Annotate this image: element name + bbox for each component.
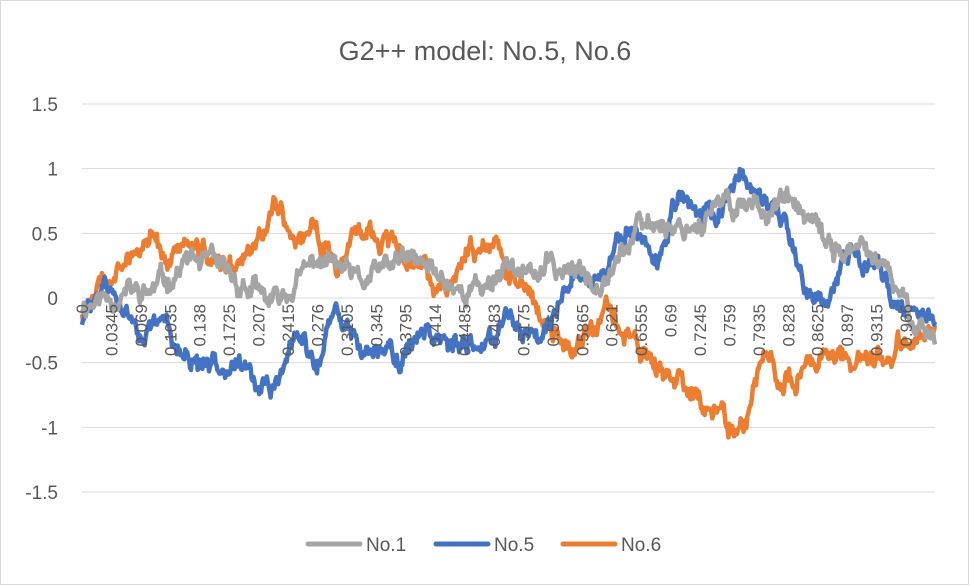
x-tick-label: 0 (73, 304, 92, 313)
y-tick-label: 0 (47, 289, 58, 310)
x-tick-label: 0.1035 (161, 304, 180, 356)
x-tick-label: 0.3795 (397, 304, 416, 356)
legend: No.1 No.5 No.6 (305, 535, 661, 556)
x-tick-label: 0.7245 (691, 304, 710, 356)
x-tick-label: 0.414 (426, 304, 445, 347)
x-tick-label: 0.9315 (868, 304, 887, 356)
x-tick-label: 0.8625 (809, 304, 828, 356)
series-line-no5 (79, 166, 938, 400)
x-tick-label: 0.69 (662, 304, 681, 337)
x-tick-label: 0.138 (191, 304, 210, 347)
x-tick-label: 0.897 (838, 304, 857, 347)
y-axis-ticks: 1.5 1 0.5 0 -0.5 -1 -1.5 (25, 95, 58, 504)
x-tick-label: 0.345 (367, 304, 386, 347)
y-tick-label: 0.5 (32, 224, 58, 245)
y-tick-label: -1.5 (25, 483, 58, 504)
x-tick-label: 0.207 (250, 304, 269, 347)
x-tick-label: 0.966 (897, 304, 916, 347)
x-tick-label: 0.276 (308, 304, 327, 347)
x-tick-label: 0.4485 (456, 304, 475, 356)
x-tick-label: 0.7935 (750, 304, 769, 356)
chart-title: G2++ model: No.5, No.6 (339, 36, 632, 66)
x-tick-label: 0.0345 (102, 304, 121, 356)
series-lines (79, 166, 938, 440)
x-tick-label: 0.828 (779, 304, 798, 347)
series-line-no1 (79, 185, 938, 345)
x-axis-ticks: 0 0.0345 0.069 0.1035 0.138 0.1725 0.207 0.2415… (73, 304, 916, 356)
x-tick-label: 0.069 (132, 304, 151, 347)
x-tick-label: 0.621 (603, 304, 622, 347)
legend-label: No.1 (366, 535, 406, 556)
x-tick-label: 0.3105 (338, 304, 357, 356)
x-tick-label: 0.6555 (632, 304, 651, 356)
x-tick-label: 0.759 (720, 304, 739, 347)
x-tick-label: 0.2415 (279, 304, 298, 356)
legend-label: No.6 (621, 535, 661, 556)
y-tick-label: 1 (47, 160, 58, 181)
gridlines (82, 103, 935, 493)
x-tick-label: 0.483 (485, 304, 504, 347)
y-tick-label: 1.5 (32, 95, 58, 116)
x-tick-label: 0.5865 (573, 304, 592, 356)
legend-label: No.5 (494, 535, 534, 556)
y-tick-label: -0.5 (25, 354, 58, 375)
x-tick-label: 0.1725 (220, 304, 239, 356)
x-tick-label: 0.552 (544, 304, 563, 347)
x-tick-label: 0.5175 (514, 304, 533, 356)
y-tick-label: -1 (41, 418, 58, 439)
